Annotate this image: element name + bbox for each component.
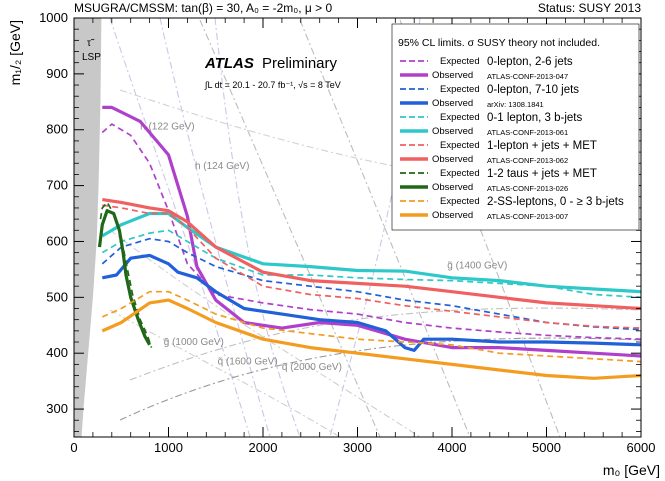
- legend-expected-label: Expected: [440, 56, 480, 67]
- x-axis-title: m₀ [GeV]: [603, 462, 660, 478]
- limit-curve-expected: [101, 123, 642, 341]
- x-tick-label: 0: [70, 440, 77, 455]
- legend-reference-label: ATLAS-CONF-2013-062: [487, 156, 568, 165]
- y-tick-label: 800: [46, 122, 68, 137]
- legend-reference-label: ATLAS-CONF-2013-026: [487, 184, 568, 193]
- limit-curve-observed: [102, 198, 642, 311]
- legend-expected-label: Expected: [440, 196, 480, 207]
- legend-analysis-label: 0-1 lepton, 3 b-jets: [487, 112, 583, 124]
- model-title: MSUGRA/CMSSM: tan(β) = 30, A₀ = -2m₀, μ …: [74, 1, 333, 15]
- x-tick-label: 6000: [627, 440, 656, 455]
- legend-reference-label: arXiv: 1308.1841: [487, 100, 544, 109]
- legend-analysis-label: 0-lepton, 2-6 jets: [487, 56, 573, 68]
- status-label: Status: SUSY 2013: [538, 1, 642, 15]
- legend-expected-label: Expected: [440, 140, 480, 151]
- legend-analysis-label: 1-2 taus + jets + MET: [487, 168, 597, 180]
- x-tick-label: 2000: [249, 440, 278, 455]
- lsp-label: LSP: [82, 52, 101, 63]
- x-tick-label: 1000: [154, 440, 183, 455]
- legend-observed-label: Observed: [432, 210, 473, 221]
- y-axis-title: m₁/₂ [GeV]: [7, 20, 23, 85]
- legend-expected-label: Expected: [440, 112, 480, 123]
- legend-analysis-label: 1-lepton + jets + MET: [487, 140, 597, 152]
- theory-contour-line: [299, 19, 471, 438]
- legend-title: 95% CL limits. σ SUSY theory not include…: [398, 37, 600, 49]
- legend-observed-label: Observed: [432, 182, 473, 193]
- y-tick-label: 300: [46, 401, 68, 416]
- legend-expected-label: Expected: [440, 84, 480, 95]
- limit-curves: [97, 105, 642, 380]
- limit-curve-observed: [101, 253, 642, 352]
- y-tick-label: 900: [46, 66, 68, 81]
- y-tick-label: 1000: [39, 10, 68, 25]
- legend-observed-label: Observed: [432, 154, 473, 165]
- legend-reference-label: ATLAS-CONF-2013-007: [487, 212, 568, 221]
- atlas-brand: ATLAS: [204, 55, 254, 72]
- contour-label: g̃ (1400 GeV): [447, 260, 507, 271]
- y-tick-label: 600: [46, 233, 68, 248]
- legend-observed-label: Observed: [432, 98, 473, 109]
- legend-observed-label: Observed: [432, 70, 473, 81]
- legend-reference-label: ATLAS-CONF-2013-061: [487, 128, 568, 137]
- legend-analysis-label: 2-SS-leptons, 0 - ≥ 3 b-jets: [487, 196, 624, 208]
- x-tick-label: 3000: [343, 440, 372, 455]
- limit-curve-observed: [101, 298, 642, 380]
- contour-label: h (124 GeV): [195, 161, 249, 172]
- theory-contour-line: [199, 19, 381, 438]
- axes: 0 1000 2000 3000 4000 5000 6000 300 400 500 600 700…: [39, 10, 655, 455]
- theory-contour-line: [109, 229, 421, 438]
- y-tick-label: 700: [46, 178, 68, 193]
- contour-label: q̃ (2000 GeV): [282, 362, 342, 373]
- theory-contour-line: [119, 337, 642, 421]
- limit-curve-expected: [101, 290, 642, 363]
- theory-contour-line: [214, 17, 301, 438]
- limit-curve-observed: [97, 209, 151, 346]
- limit-curve-expected: [102, 204, 642, 329]
- legend-expected-label: Expected: [440, 168, 480, 179]
- theory-contour-line: [119, 89, 642, 201]
- lsp-shaded-area: [74, 18, 102, 437]
- luminosity-label: ∫L dt = 20.1 - 20.7 fb⁻¹, √s = 8 TeV: [204, 80, 341, 90]
- limit-curve-observed: [102, 105, 642, 358]
- x-tick-label: 5000: [532, 440, 561, 455]
- legend-observed-label: Observed: [432, 126, 473, 137]
- theory-contours: h (122 GeV)h (124 GeV)h (126 GeV)g̃ (100…: [109, 17, 642, 438]
- atlas-status: Preliminary: [262, 55, 338, 72]
- contour-label: q̃ (1600 GeV): [217, 356, 277, 367]
- x-tick-label: 4000: [438, 440, 467, 455]
- limit-curve-expected: [101, 237, 642, 331]
- contour-label: g̃ (1000 GeV): [164, 337, 224, 348]
- legend: 95% CL limits. σ SUSY theory not include…: [391, 23, 640, 231]
- theory-contour-line: [159, 17, 271, 438]
- contour-label: h (122 GeV): [140, 122, 194, 133]
- legend-analysis-label: 0-lepton, 7-10 jets: [487, 84, 579, 96]
- y-tick-label: 500: [46, 289, 68, 304]
- y-tick-label: 400: [46, 345, 68, 360]
- legend-reference-label: ATLAS-CONF-2013-047: [487, 72, 568, 81]
- lsp-region: [74, 18, 102, 437]
